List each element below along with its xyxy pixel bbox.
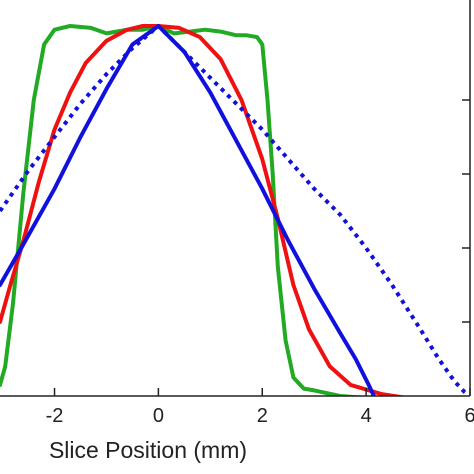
series-line-3 [0, 24, 377, 396]
x-tick-label-1: -2 [46, 405, 64, 427]
series-line-2 [0, 24, 408, 396]
x-axis-label: Slice Position (mm) [49, 437, 247, 463]
series-layer [0, 24, 470, 396]
x-tick-label-3: 2 [257, 405, 268, 427]
x-tick-label-5: 6 [464, 405, 474, 427]
series-line-4 [0, 24, 470, 396]
series-line-1 [0, 24, 367, 396]
x-tick-label-4: 4 [361, 405, 372, 427]
axes-layer [0, 0, 471, 397]
labels-layer: -2 0 2 4 6 [46, 405, 474, 427]
x-tick-label-2: 0 [153, 405, 164, 427]
